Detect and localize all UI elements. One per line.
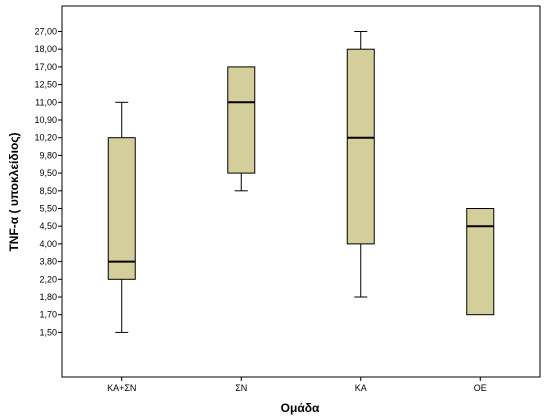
boxes bbox=[107, 31, 495, 333]
y-tick-label: 2,20 bbox=[39, 274, 57, 284]
y-tick-label: 17,00 bbox=[34, 62, 57, 72]
y-tick-label: 11,00 bbox=[35, 97, 57, 107]
box-group bbox=[346, 31, 375, 298]
x-tick-label: ΚΑ bbox=[355, 383, 367, 393]
x-tick-label: ΚΑ+ΣΝ bbox=[107, 383, 136, 393]
x-tick-label: ΟΕ bbox=[474, 383, 487, 393]
y-tick-label: 9,50 bbox=[39, 168, 57, 178]
box bbox=[346, 48, 375, 245]
box-group bbox=[466, 208, 495, 316]
y-tick-label: 27,00 bbox=[34, 27, 57, 37]
box bbox=[466, 208, 495, 316]
y-tick-label: 18,00 bbox=[34, 44, 57, 54]
box bbox=[107, 137, 136, 280]
y-tick-label: 10,90 bbox=[34, 115, 57, 125]
x-axis: ΚΑ+ΣΝ ΣΝ ΚΑ ΟΕ bbox=[107, 377, 487, 393]
y-tick-label: 12,50 bbox=[34, 80, 57, 90]
y-axis: 1,50 1,70 1,80 2,20 3,80 4,00 4,50 5,50 8,50 9,50… bbox=[34, 27, 62, 337]
y-tick-label: 5,50 bbox=[39, 204, 57, 214]
y-tick-label: 8,50 bbox=[39, 186, 57, 196]
y-tick-label: 1,70 bbox=[39, 310, 57, 320]
y-tick-label: 10,20 bbox=[34, 133, 57, 143]
box-group bbox=[107, 101, 136, 333]
y-tick-label: 4,50 bbox=[39, 221, 57, 231]
x-tick-label: ΣΝ bbox=[235, 383, 247, 393]
y-tick-label: 4,00 bbox=[39, 239, 57, 249]
y-tick-label: 1,50 bbox=[39, 327, 57, 337]
y-tick-label: 1,80 bbox=[39, 292, 57, 302]
y-axis-title: TNF-α ( υποκλείδιος) bbox=[7, 132, 21, 251]
y-tick-label: 3,80 bbox=[39, 257, 57, 267]
box-group bbox=[227, 66, 256, 192]
box bbox=[227, 66, 256, 174]
x-axis-title: Ομάδα bbox=[281, 401, 320, 415]
plot-frame bbox=[61, 5, 541, 378]
y-tick-label: 9,80 bbox=[39, 150, 57, 160]
